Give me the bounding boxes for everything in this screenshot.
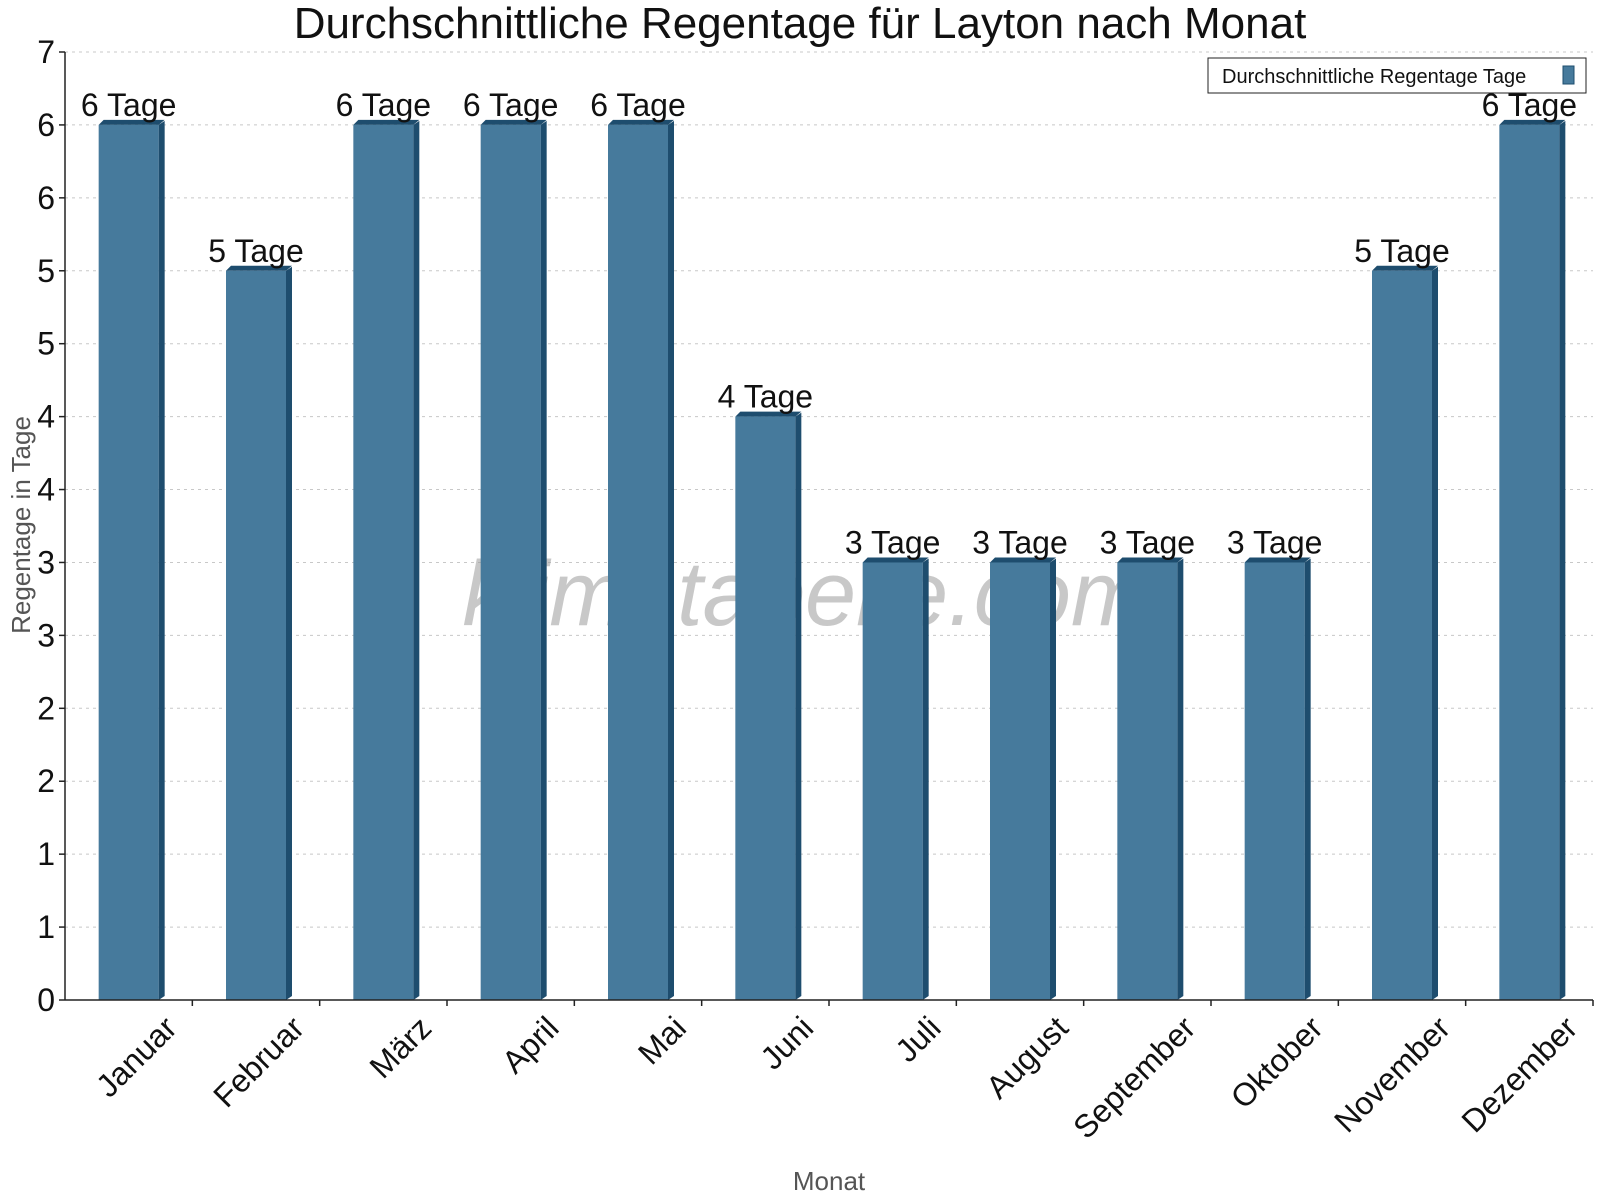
legend-box bbox=[1207, 57, 1587, 94]
y-tick-label: 5 bbox=[37, 326, 55, 362]
bar-side bbox=[1559, 120, 1566, 1000]
data-label: 3 Tage bbox=[845, 524, 941, 560]
bar-side bbox=[540, 120, 547, 1000]
bar-side bbox=[1432, 266, 1438, 1000]
y-tick-label: 0 bbox=[37, 982, 55, 1018]
bar-top bbox=[990, 557, 1056, 563]
data-label: 3 Tage bbox=[1227, 524, 1323, 560]
bar-top bbox=[1499, 119, 1566, 125]
y-tick-label: 1 bbox=[37, 836, 55, 872]
bar-top bbox=[226, 265, 292, 271]
data-label: 4 Tage bbox=[718, 379, 814, 415]
x-tick-label: Dezember bbox=[1454, 1009, 1584, 1139]
data-label: 6 Tage bbox=[81, 87, 177, 123]
bar-side bbox=[1050, 558, 1056, 1000]
bar-august bbox=[990, 562, 1050, 1000]
grid-lines bbox=[65, 51, 1593, 928]
bar-september bbox=[1117, 562, 1178, 1000]
bar-juli bbox=[862, 562, 923, 1000]
bar-april bbox=[480, 124, 541, 1000]
data-label: 3 Tage bbox=[1100, 524, 1196, 560]
x-tick-label: August bbox=[979, 1009, 1075, 1105]
chart-title: Durchschnittliche Regentage für Layton n… bbox=[294, 0, 1307, 48]
bar-top bbox=[862, 557, 929, 563]
y-tick-label: 3 bbox=[37, 617, 55, 653]
bar-top bbox=[608, 119, 674, 125]
legend-swatch bbox=[1562, 65, 1575, 85]
bar-side bbox=[922, 558, 929, 1000]
x-tick-label: Januar bbox=[89, 1009, 184, 1104]
bar-top bbox=[1117, 557, 1184, 563]
data-labels: 6 Tage 5 Tage 6 Tage 6 Tage 6 Tage 4 Tage 3 Ta… bbox=[81, 87, 1577, 561]
bar-mai bbox=[608, 124, 668, 1000]
x-axis-ticks: Januar Februar März April Mai Juni Juli AugustS… bbox=[89, 1000, 1594, 1146]
x-tick-label: Februar bbox=[206, 1009, 311, 1114]
y-tick-label: 2 bbox=[37, 763, 55, 799]
bar-oktober bbox=[1244, 562, 1305, 1000]
x-axis-label: Monat bbox=[793, 1166, 866, 1196]
legend-label: Durchschnittliche Regentage Tage bbox=[1222, 66, 1526, 88]
x-tick-label: September bbox=[1066, 1009, 1202, 1145]
y-tick-label: 6 bbox=[37, 180, 55, 216]
y-tick-label: 4 bbox=[37, 472, 55, 508]
y-tick-label: 3 bbox=[37, 544, 55, 580]
data-label: 5 Tage bbox=[208, 233, 304, 269]
bar-februar bbox=[226, 270, 286, 1000]
bar-side bbox=[668, 120, 674, 1000]
x-tick-label: März bbox=[363, 1009, 439, 1085]
x-tick-label: Juni bbox=[753, 1009, 820, 1076]
bar-januar bbox=[98, 124, 159, 1000]
data-label: 6 Tage bbox=[463, 87, 559, 123]
x-tick-label: Oktober bbox=[1224, 1009, 1330, 1115]
bars-group bbox=[98, 119, 1566, 1001]
x-tick-label: April bbox=[495, 1009, 566, 1080]
bar-side bbox=[1304, 558, 1311, 1000]
y-tick-label: 2 bbox=[37, 690, 55, 726]
y-tick-label: 7 bbox=[37, 34, 55, 70]
data-label: 3 Tage bbox=[972, 524, 1068, 560]
bar-side bbox=[795, 412, 802, 1001]
data-label: 6 Tage bbox=[590, 87, 686, 123]
y-axis-label: Regentage in Tage bbox=[6, 416, 36, 634]
data-label: 5 Tage bbox=[1354, 233, 1450, 269]
y-tick-label: 1 bbox=[37, 909, 55, 945]
x-tick-label: Juli bbox=[888, 1009, 947, 1068]
legend: Durchschnittliche Regentage Tage bbox=[1207, 57, 1587, 94]
bar-top bbox=[98, 119, 165, 125]
y-tick-label: 4 bbox=[37, 399, 55, 435]
bar-side bbox=[286, 266, 292, 1000]
bar-top bbox=[1244, 557, 1311, 563]
bar-side bbox=[158, 120, 165, 1000]
bar-dezember bbox=[1499, 124, 1560, 1000]
bar-top bbox=[480, 119, 547, 125]
bar-top bbox=[1372, 265, 1438, 271]
bar-side bbox=[1177, 558, 1184, 1000]
bar-top bbox=[353, 119, 420, 125]
bar-side bbox=[413, 120, 420, 1000]
y-tick-label: 5 bbox=[37, 253, 55, 289]
y-axis-ticks: 0 1 1 2 2 3 3 4 4 5 5 6 6 7 bbox=[37, 34, 65, 1018]
y-tick-label: 6 bbox=[37, 107, 55, 143]
data-label: 6 Tage bbox=[336, 87, 432, 123]
x-tick-label: November bbox=[1327, 1009, 1457, 1139]
bar-juni bbox=[735, 416, 796, 1001]
x-tick-label: Mai bbox=[631, 1009, 693, 1071]
axes bbox=[64, 52, 1593, 1001]
bar-november bbox=[1372, 270, 1432, 1000]
bar-top bbox=[735, 411, 802, 417]
bar-märz bbox=[353, 124, 414, 1000]
